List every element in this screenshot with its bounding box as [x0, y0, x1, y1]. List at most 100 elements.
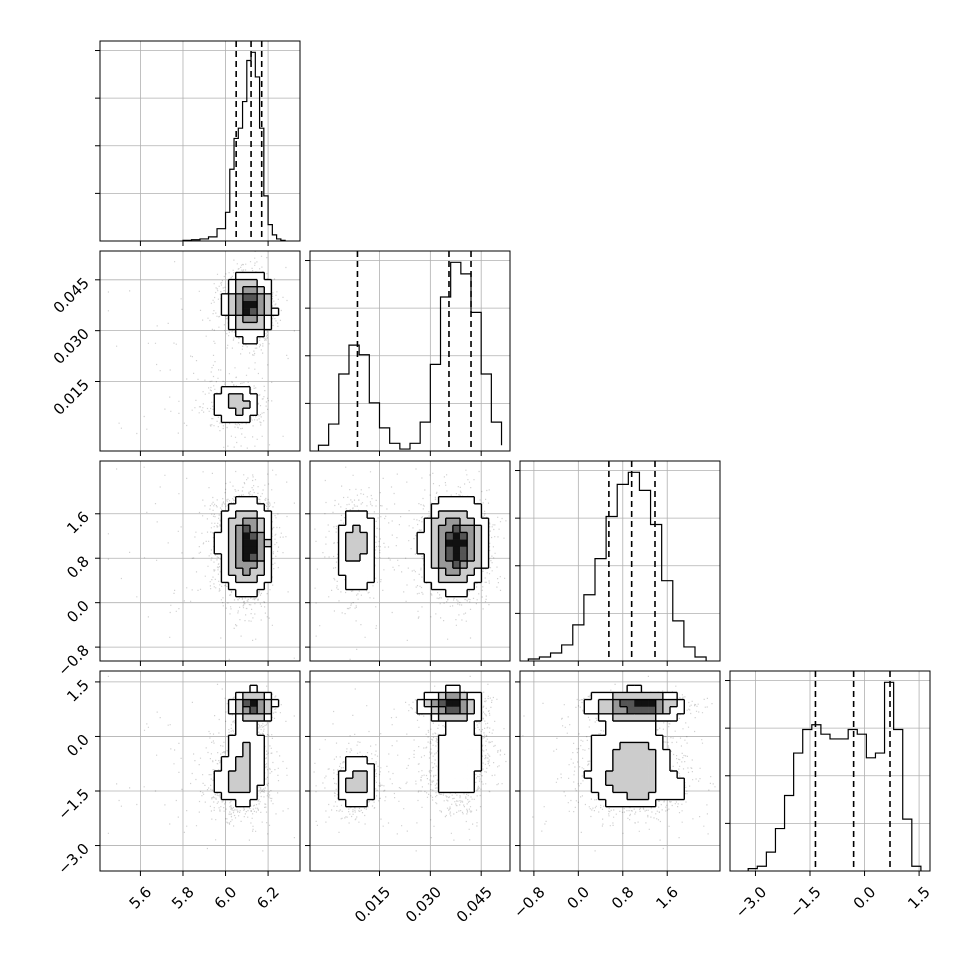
density-cell [257, 742, 265, 750]
density-cell [352, 756, 361, 765]
density-cell [612, 735, 621, 743]
density-cell [641, 792, 649, 800]
density-cell [235, 415, 244, 423]
density-cell [460, 511, 468, 519]
density-cell [264, 511, 272, 519]
density-cell [367, 778, 375, 786]
density-cell [250, 293, 258, 302]
density-cell [235, 575, 244, 583]
density-cell [257, 699, 265, 708]
density-cell [460, 749, 468, 758]
density-cell [242, 293, 251, 302]
density-cell [460, 582, 468, 590]
panel-frame [309, 670, 511, 872]
density-cell [338, 546, 347, 555]
density-cell [221, 401, 229, 409]
density-cell [352, 546, 361, 555]
density-cell [445, 749, 454, 758]
density-cell [235, 539, 244, 548]
density-cell [655, 706, 664, 715]
density-cell [460, 713, 468, 722]
density-cell [257, 568, 265, 576]
density-cell [445, 778, 454, 786]
density-cell [438, 785, 447, 793]
density-cell [352, 575, 361, 583]
density-cell [591, 785, 599, 793]
density-cell [677, 785, 685, 793]
density-cell [228, 525, 237, 533]
density-cell [445, 518, 454, 526]
density-cell [345, 785, 354, 793]
density-cell [460, 763, 468, 772]
density-cell [250, 315, 258, 323]
density-cell [367, 518, 375, 526]
density-cell [481, 518, 489, 526]
density-cell [221, 293, 229, 302]
density-cell [662, 778, 671, 786]
density-cell [221, 568, 229, 576]
density-cell [662, 771, 671, 779]
histogram-panel-p1 [305, 250, 511, 456]
density-cell [424, 568, 432, 576]
density-cell [452, 561, 461, 569]
density-cell [235, 721, 244, 729]
density-cell [467, 713, 475, 722]
density-cell [352, 582, 361, 590]
density-cell [338, 771, 347, 779]
density-cell [264, 713, 272, 722]
density-cell [655, 771, 664, 779]
density-cell [242, 386, 251, 395]
density-cell [431, 713, 439, 722]
density-cell [352, 785, 361, 793]
density-cell [264, 525, 272, 533]
density-cell [257, 561, 265, 569]
density-cell [338, 561, 347, 569]
density-cell [467, 692, 475, 700]
density-cell [467, 511, 475, 519]
density-cell [250, 272, 258, 280]
density-cell [250, 721, 258, 729]
scatter-panel-p1-vs-p0: 0.015 0.030 0.045 [50, 250, 301, 456]
density-cell [250, 749, 258, 758]
density-cell [655, 713, 664, 722]
density-cell [620, 735, 628, 743]
density-cell [367, 553, 375, 562]
density-cell [345, 778, 354, 786]
density-cell [367, 792, 375, 800]
x-tick-label: 1.6 [652, 883, 682, 913]
density-cell [360, 518, 368, 526]
density-cell [228, 699, 237, 708]
density-cell [431, 699, 439, 708]
density-cell [424, 699, 432, 708]
density-cell [641, 706, 649, 715]
density-cell [445, 685, 454, 693]
density-cell [655, 742, 664, 750]
density-cell [360, 561, 368, 569]
density-cell [235, 699, 244, 708]
panel-frame [309, 250, 511, 452]
density-cell [242, 735, 251, 743]
density-cell [250, 785, 258, 793]
density-cell [474, 561, 482, 569]
panel-frame [519, 670, 721, 872]
density-contours [583, 684, 685, 808]
x-tick-label: 6.2 [253, 883, 283, 913]
density-cell [445, 568, 454, 576]
density-cell [591, 771, 599, 779]
density-cell [662, 792, 671, 800]
density-cell [228, 561, 237, 569]
density-cell [452, 749, 461, 758]
density-cell [235, 329, 244, 338]
density-cell [677, 778, 685, 786]
density-cell [242, 561, 251, 569]
density-cell [445, 575, 454, 583]
density-cell [228, 742, 237, 750]
density-cell [452, 503, 461, 512]
density-cell [250, 518, 258, 526]
density-cell [438, 496, 447, 505]
density-cell [221, 511, 229, 519]
density-cell [641, 721, 649, 729]
density-cell [474, 511, 482, 519]
density-cell [445, 503, 454, 512]
density-cell [242, 706, 251, 715]
